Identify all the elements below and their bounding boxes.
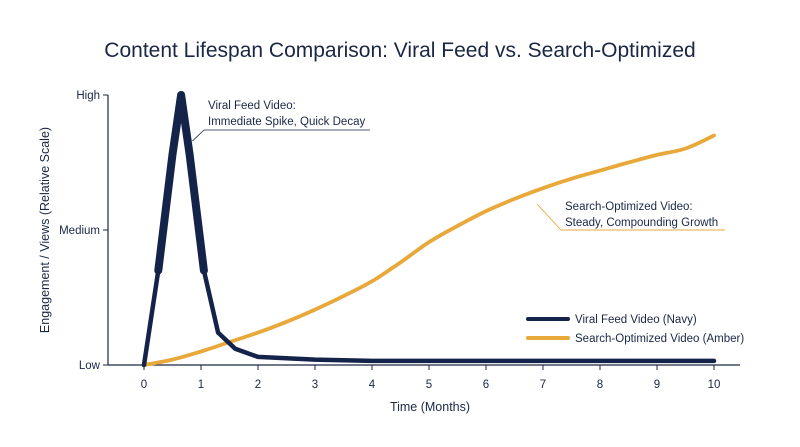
x-tick-label: 2 [255,379,261,391]
search-annotation-leader [536,203,562,231]
x-tick-label: 5 [426,379,432,391]
chart-title: Content Lifespan Comparison: Viral Feed … [104,39,695,62]
y-tick-label: Low [79,360,101,372]
axes: 0 1 2 3 4 5 6 7 8 9 10 Low Medium High [59,90,740,391]
x-tick-label: 9 [654,379,660,391]
x-tick-label: 0 [141,379,147,391]
x-tick-label: 10 [708,379,721,391]
legend-label-search: Search-Optimized Video (Amber) [575,333,744,345]
series-layer [141,91,717,368]
x-tick-label: 8 [597,379,603,391]
viral-annotation-line2: Immediate Spike, Quick Decay [208,116,365,128]
viral-annotation-line1: Viral Feed Video: [208,100,296,112]
annotation-layer: Viral Feed Video: Immediate Spike, Quick … [192,100,725,231]
x-tick-label: 1 [198,379,204,391]
legend: Viral Feed Video (Navy) Search-Optimized … [526,314,744,345]
x-tick-label: 6 [483,379,489,391]
y-axis-title: Engagement / Views (Relative Scale) [38,127,52,333]
x-tick-label: 3 [312,379,318,391]
y-tick-label: High [76,90,100,102]
y-tick-label: Medium [59,225,100,237]
legend-label-viral: Viral Feed Video (Navy) [575,314,697,326]
search-annotation-line1: Search-Optimized Video: [565,201,693,213]
x-axis-title: Time (Months) [390,400,470,414]
viral-annotation-leader [192,129,205,142]
x-tick-label: 4 [369,379,376,391]
search-annotation-line2: Steady, Compounding Growth [565,217,718,229]
x-tick-label: 7 [540,379,546,391]
viral-feed-peak [154,91,208,275]
search-optimized-line [142,133,716,367]
